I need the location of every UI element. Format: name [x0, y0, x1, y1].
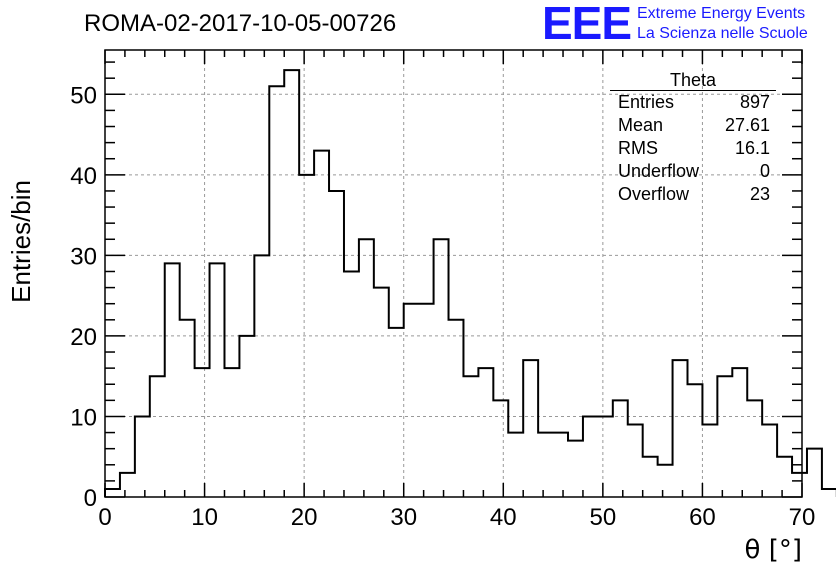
- x-tick-label: 70: [789, 504, 816, 531]
- stats-title: Theta: [610, 70, 776, 91]
- plot-frame: [104, 49, 803, 498]
- stats-value: 27.61: [724, 115, 770, 135]
- logo-caption: Extreme Energy Events La Scienza nelle S…: [637, 4, 808, 44]
- x-tick-label: 30: [390, 504, 417, 531]
- stats-row-entries: Entries 897: [610, 91, 776, 114]
- stats-value: 0: [759, 161, 770, 181]
- x-tick-label: 50: [590, 504, 617, 531]
- y-tick-label: 30: [70, 243, 97, 270]
- eee-logo: EEE: [542, 0, 632, 49]
- stats-value: 897: [739, 92, 770, 112]
- x-tick-label: 0: [98, 504, 111, 531]
- y-tick-label: 10: [70, 404, 97, 431]
- stats-label: Entries: [618, 92, 675, 112]
- stats-row-mean: Mean 27.61: [610, 114, 776, 137]
- y-tick-label: 50: [70, 82, 97, 109]
- stats-row-rms: RMS 16.1: [610, 137, 776, 160]
- y-tick-label: 20: [70, 324, 97, 351]
- stats-value: 16.1: [734, 138, 770, 158]
- histogram-series: [104, 69, 836, 497]
- stats-label: Mean: [618, 115, 664, 135]
- y-tick-label: 40: [70, 163, 97, 190]
- x-tick-label: 10: [191, 504, 218, 531]
- stats-row-overflow: Overflow 23: [610, 183, 776, 206]
- x-axis-label: θ [°]: [745, 535, 802, 565]
- chart-title: ROMA-02-2017-10-05-00726: [84, 10, 397, 37]
- grid-lines: [105, 50, 802, 497]
- stats-value: 23: [749, 184, 770, 204]
- stats-label: RMS: [618, 138, 658, 158]
- logo-caption-line2: La Scienza nelle Scuole: [637, 25, 808, 42]
- logo-caption-line1: Extreme Energy Events: [637, 5, 806, 22]
- y-axis-label: Entries/bin: [6, 180, 36, 303]
- tick-labels: 0 10 20 30 40 50 60 70 0 10 20 30 40 50: [70, 82, 815, 531]
- x-tick-label: 20: [291, 504, 318, 531]
- x-tick-label: 60: [689, 504, 716, 531]
- stats-row-underflow: Underflow 0: [610, 160, 776, 183]
- x-tick-label: 40: [490, 504, 517, 531]
- stats-label: Overflow: [618, 184, 690, 204]
- stats-box: Theta Entries 897 Mean 27.61 RMS 16.1 Un…: [610, 70, 776, 206]
- stats-label: Underflow: [618, 161, 700, 181]
- y-tick-label: 0: [84, 485, 97, 512]
